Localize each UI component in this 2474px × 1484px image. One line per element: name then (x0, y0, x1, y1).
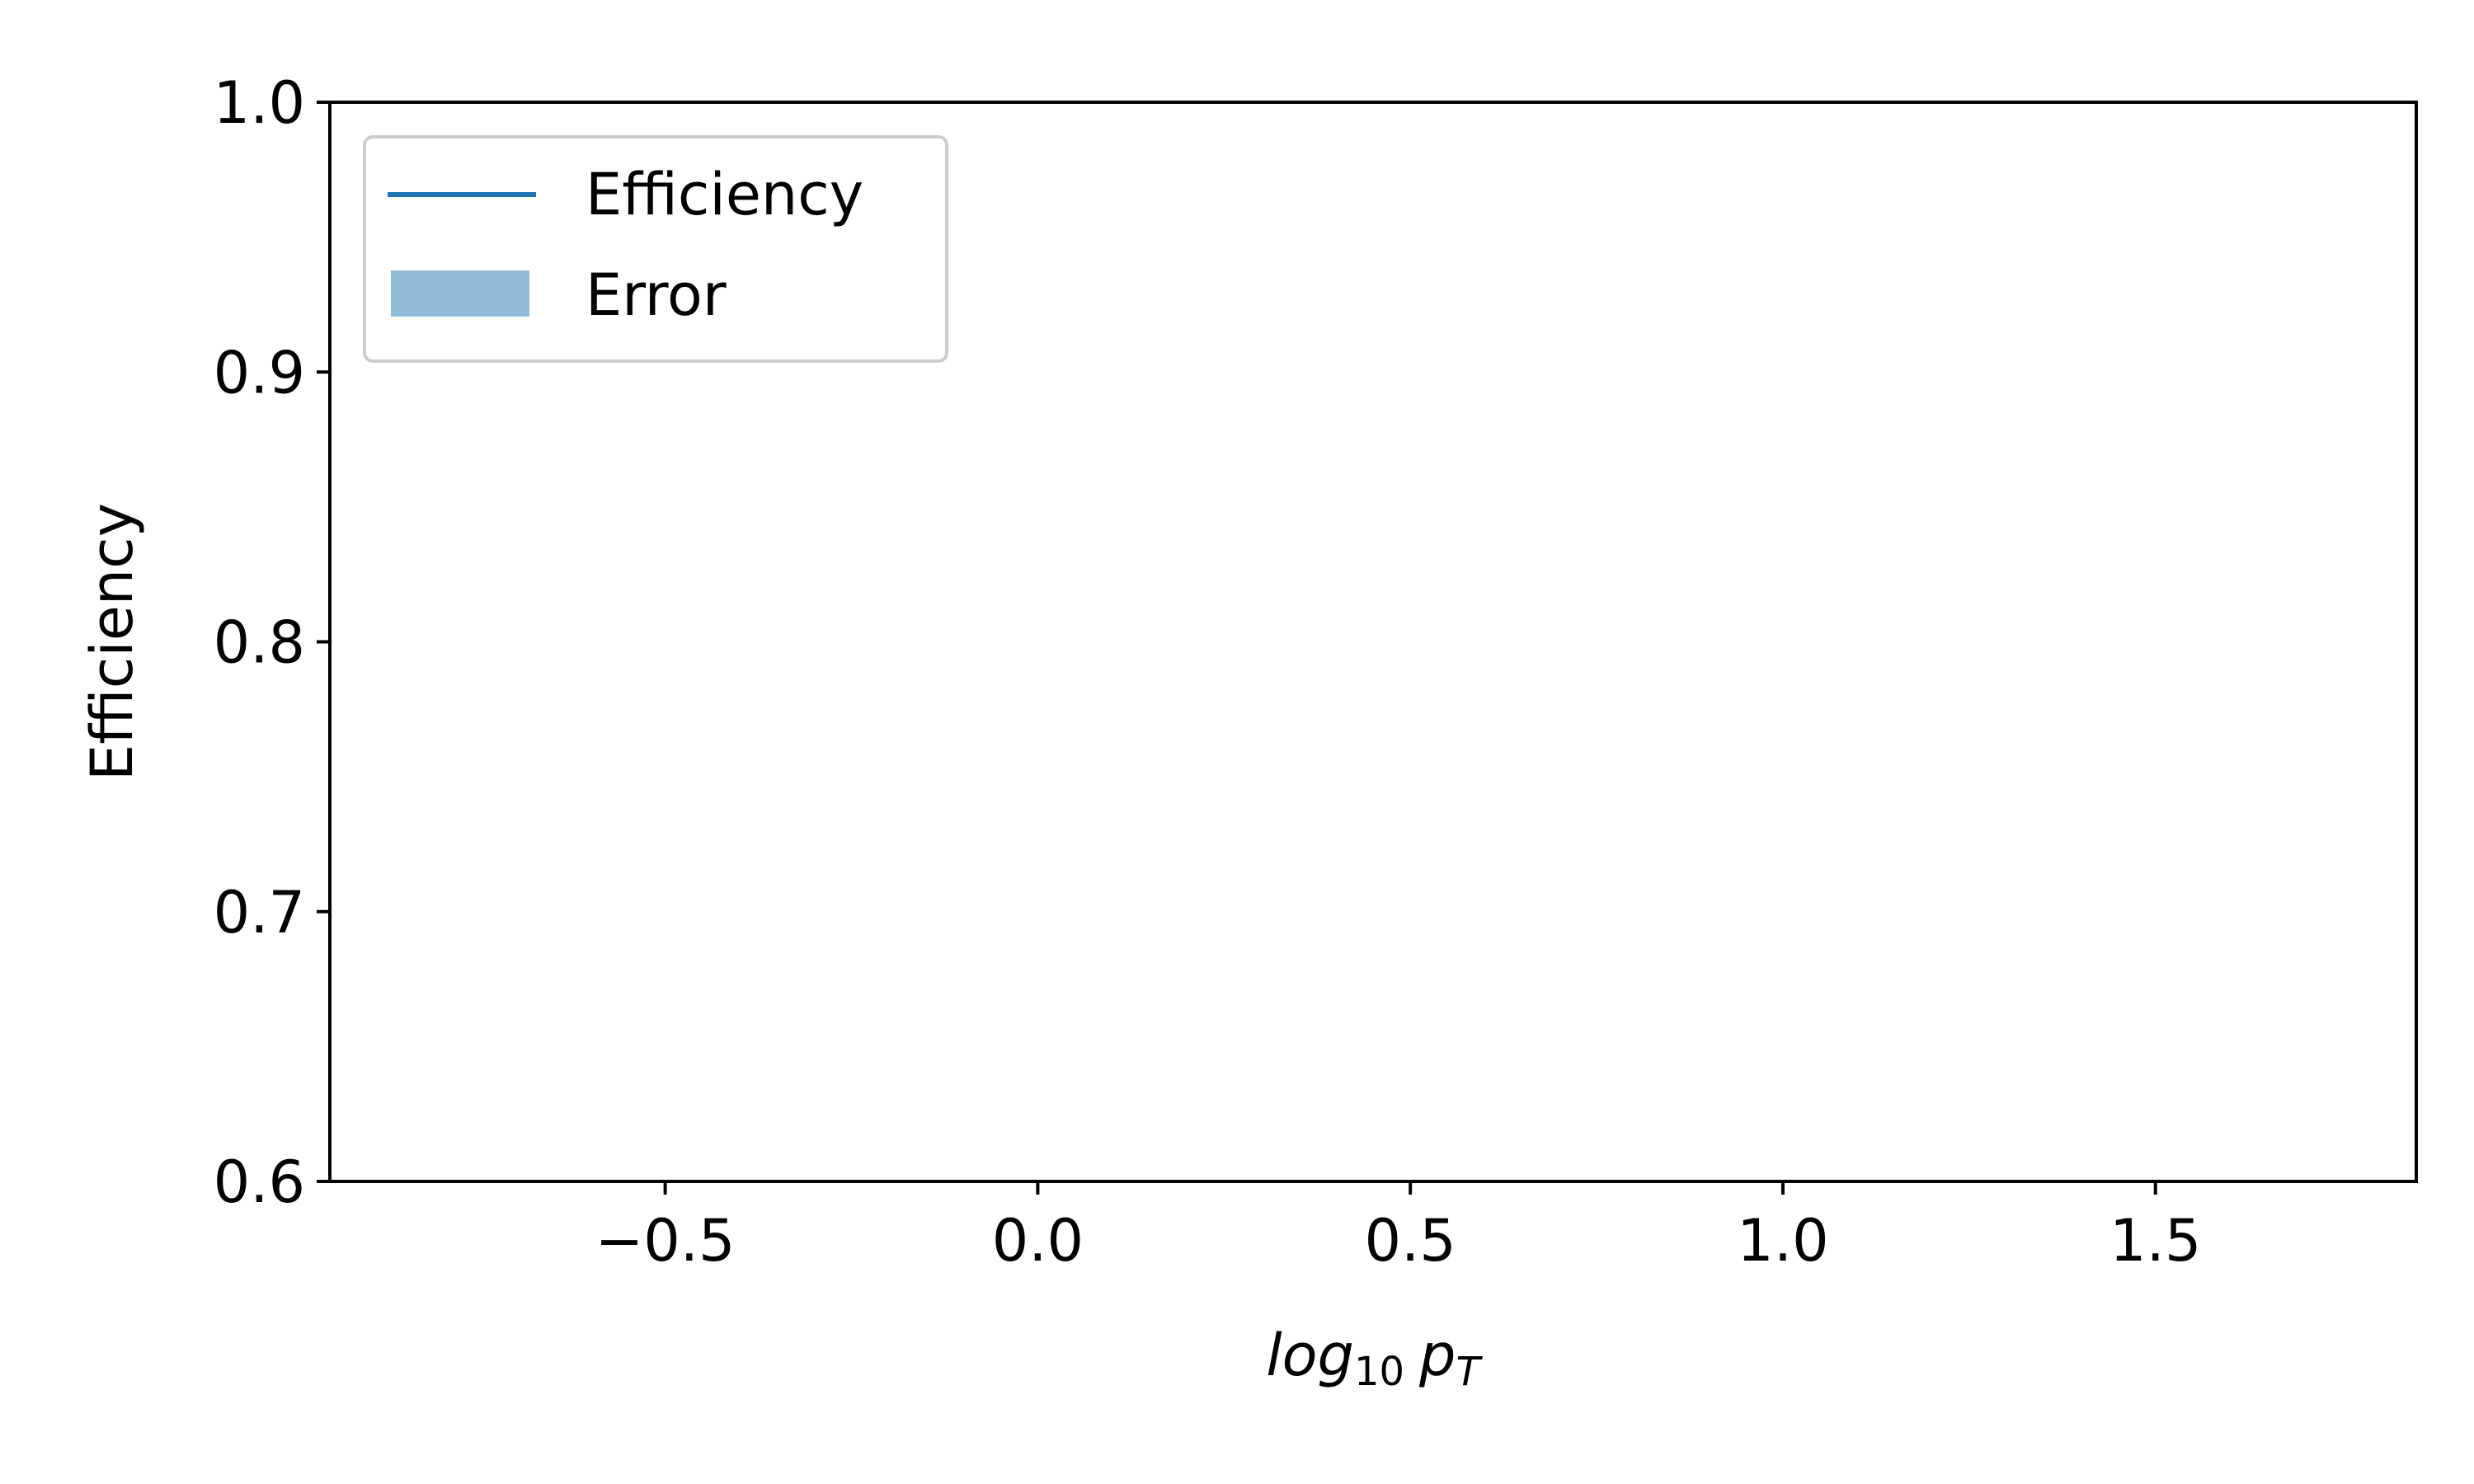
y-tick-label: 1.0 (214, 69, 305, 137)
legend-error-band-swatch (391, 270, 529, 317)
legend-error-label: Error (586, 261, 727, 329)
y-axis-label: Efficiency (78, 503, 146, 781)
x-tick-label: −0.5 (595, 1207, 736, 1275)
y-tick-label: 0.9 (214, 339, 305, 406)
y-tick-label: 0.6 (214, 1148, 305, 1216)
x-tick-label: 0.5 (1365, 1207, 1456, 1275)
y-tick-label: 0.8 (214, 609, 305, 677)
x-axis-label: log10 pT (1266, 1322, 1483, 1395)
y-tick-label: 0.7 (214, 879, 305, 946)
x-axis-label-variable-subscript: T (1456, 1349, 1483, 1395)
plot-area-frame (328, 101, 2418, 1183)
x-axis-label-base-subscript: 10 (1354, 1349, 1404, 1395)
legend-efficiency-label: Efficiency (586, 161, 863, 228)
legend: Efficiency Error (363, 135, 948, 363)
x-axis-label-base: log (1266, 1322, 1354, 1389)
x-tick-label: 1.5 (2109, 1207, 2201, 1275)
x-axis-label-variable: p (1418, 1322, 1456, 1389)
ticks-layer: −0.5 0.0 0.5 1.0 1.5 0.6 0.7 0.8 0.9 1.0 (214, 69, 2202, 1275)
x-tick-label: 0.0 (992, 1207, 1084, 1275)
x-tick-label: 1.0 (1737, 1207, 1828, 1275)
